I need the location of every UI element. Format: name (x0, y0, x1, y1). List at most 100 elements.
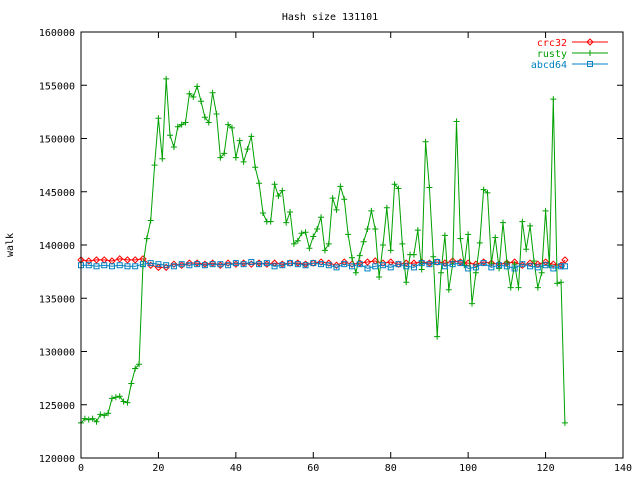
data-point-rusty (379, 242, 386, 248)
data-point-abcd64 (379, 262, 386, 269)
data-point-abcd64 (519, 261, 526, 268)
data-point-crc32 (325, 259, 333, 267)
data-point-abcd64 (534, 264, 541, 271)
data-point-rusty (120, 398, 127, 405)
data-point-abcd64 (511, 265, 518, 272)
data-point-rusty (124, 399, 131, 406)
data-point-rusty (414, 227, 421, 234)
x-tick-label: 120 (537, 463, 555, 474)
data-point-rusty (81, 415, 88, 422)
data-point-rusty (178, 121, 185, 128)
y-tick-label: 120000 (39, 454, 75, 465)
data-point-abcd64 (434, 259, 441, 266)
data-point-rusty (558, 279, 565, 286)
data-point-crc32 (340, 258, 348, 266)
data-point-rusty (279, 187, 286, 194)
y-tick-label: 145000 (39, 188, 75, 199)
data-point-rusty (469, 300, 476, 307)
data-point-rusty (438, 269, 445, 276)
data-point-rusty (530, 257, 537, 264)
series-rusty (78, 75, 568, 426)
data-point-rusty (422, 138, 429, 145)
data-point-rusty (349, 254, 355, 261)
data-point-crc32 (348, 260, 356, 268)
data-point-abcd64 (116, 262, 123, 269)
data-point-rusty (240, 158, 247, 165)
data-point-abcd64 (542, 262, 549, 269)
data-point-abcd64 (333, 264, 340, 271)
data-point-rusty (101, 412, 108, 419)
data-point-rusty (298, 230, 305, 237)
data-point-crc32 (549, 260, 558, 268)
data-point-rusty (329, 195, 336, 202)
series-line-rusty (80, 78, 566, 424)
data-point-rusty (333, 206, 340, 213)
data-point-rusty (314, 226, 321, 233)
data-point-rusty (499, 219, 506, 226)
data-point-rusty (89, 415, 96, 422)
data-point-abcd64 (457, 260, 464, 267)
data-point-rusty (527, 222, 534, 229)
data-point-rusty (190, 93, 197, 100)
y-axis-label: walk (5, 233, 16, 257)
data-point-rusty (259, 210, 266, 217)
data-point-rusty (318, 214, 325, 221)
data-point-abcd64 (294, 261, 301, 268)
data-point-abcd64 (410, 264, 417, 271)
data-point-rusty (430, 253, 437, 260)
data-point-abcd64 (287, 260, 294, 267)
data-point-abcd64 (85, 262, 92, 269)
data-point-rusty (105, 410, 112, 417)
data-point-abcd64 (496, 262, 503, 269)
data-point-abcd64 (356, 261, 363, 268)
data-point-rusty (484, 189, 491, 196)
data-point-abcd64 (488, 264, 495, 271)
data-point-rusty (453, 118, 460, 125)
data-point-abcd64 (387, 264, 394, 271)
data-point-abcd64 (209, 261, 216, 268)
data-point-abcd64 (349, 263, 355, 270)
legend-label-abcd64: abcd64 (531, 60, 567, 71)
data-point-abcd64 (155, 261, 162, 268)
data-point-abcd64 (449, 261, 456, 268)
data-point-rusty (290, 240, 297, 247)
data-point-abcd64 (225, 262, 232, 269)
data-point-abcd64 (364, 265, 371, 272)
data-point-rusty (507, 284, 514, 291)
x-tick-label: 20 (152, 463, 164, 474)
data-point-abcd64 (217, 261, 224, 268)
data-point-rusty (372, 226, 379, 233)
data-point-abcd64 (248, 259, 255, 266)
data-point-abcd64 (201, 262, 208, 269)
data-point-rusty (519, 218, 526, 225)
data-point-crc32 (363, 258, 372, 266)
data-point-rusty (476, 239, 483, 246)
data-point-rusty (364, 226, 371, 233)
data-point-rusty (492, 234, 499, 241)
data-point-rusty (321, 247, 328, 254)
data-point-rusty (85, 416, 92, 423)
series-layer (77, 75, 569, 426)
data-point-crc32 (332, 261, 341, 269)
data-point-abcd64 (465, 265, 472, 272)
data-point-rusty (337, 183, 344, 190)
data-point-rusty (163, 75, 170, 82)
data-point-rusty (213, 111, 220, 118)
data-point-rusty (252, 164, 259, 171)
series-abcd64 (78, 259, 568, 272)
data-point-rusty (244, 146, 251, 153)
legend-marker-crc32 (586, 38, 594, 46)
data-point-rusty (534, 284, 541, 291)
data-point-abcd64 (279, 262, 286, 269)
data-point-rusty (116, 393, 123, 400)
data-point-rusty (325, 240, 332, 247)
data-point-crc32 (85, 257, 93, 265)
data-point-abcd64 (132, 263, 139, 270)
data-point-rusty (221, 150, 228, 157)
series-line-crc32 (80, 258, 566, 268)
data-point-crc32 (131, 256, 139, 264)
data-point-rusty (275, 193, 282, 200)
x-tick-label: 140 (614, 463, 632, 474)
data-point-rusty (434, 333, 441, 340)
data-point-rusty (480, 186, 487, 193)
